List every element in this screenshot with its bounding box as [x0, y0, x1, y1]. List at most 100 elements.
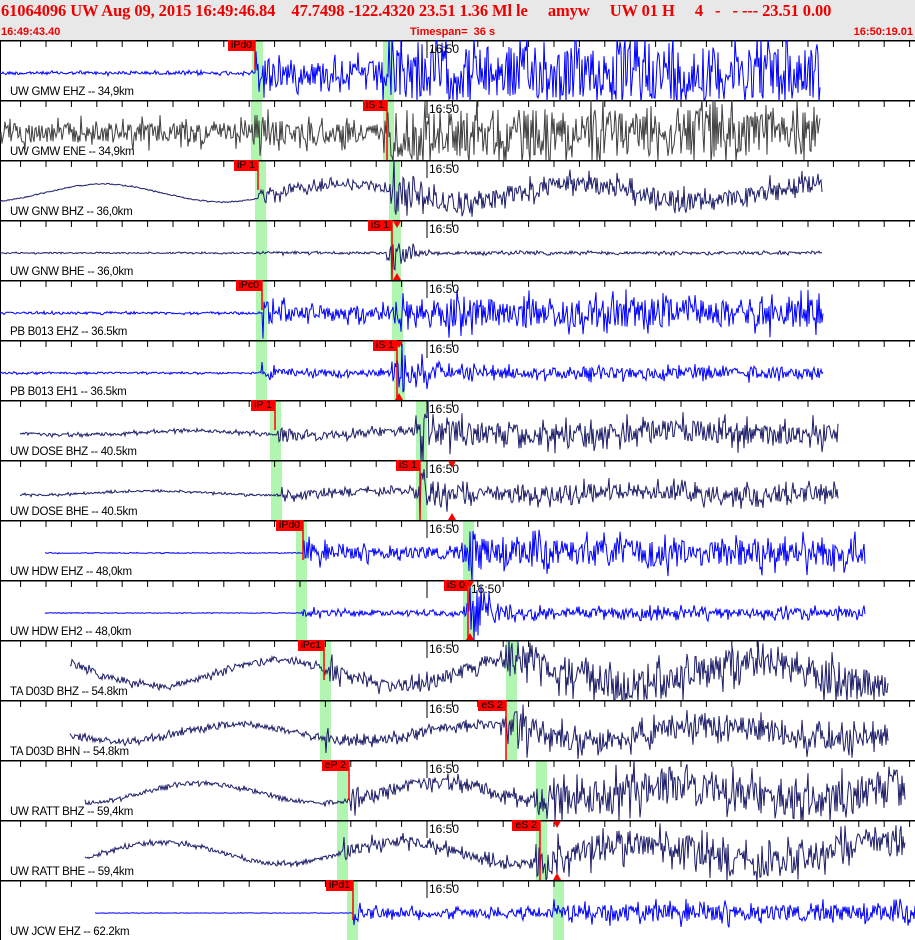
seismic-trace — [84, 760, 906, 820]
waveform-plot — [0, 520, 915, 580]
seismic-trace — [44, 580, 866, 640]
amplitude-marker-bottom-icon — [393, 273, 401, 280]
amplitude-marker-top-icon — [393, 221, 401, 228]
pick-window — [392, 280, 403, 340]
channel-row[interactable]: iP 1 16:50 UW GNW BHZ -- 36,0km — [0, 160, 915, 220]
pick-flag[interactable]: iS 1 — [395, 460, 420, 471]
pick-window — [296, 580, 307, 640]
channel-row[interactable]: eS 2 16:50 UW RATT BHE -- 59,4km — [0, 820, 915, 880]
channel-row[interactable]: eS 2 16:50 TA D03D BHN -- 54.8km — [0, 700, 915, 760]
pick-flag[interactable]: eS 2 — [512, 820, 540, 831]
channel-row[interactable]: iPc1 16:50 TA D03D BHZ -- 54.8km — [0, 640, 915, 700]
minute-tick-label: 16:50 — [429, 282, 460, 296]
seismic-trace — [94, 898, 915, 928]
channel-label: UW DOSE BHZ -- 40.5km — [10, 446, 137, 458]
channel-row[interactable]: iPd1 16:50 UW JCW EHZ -- 62.2km — [0, 880, 915, 940]
amplitude-marker-top-icon — [466, 581, 474, 588]
channel-row[interactable]: iPd0 16:50 UW HDW EHZ -- 48,0km — [0, 520, 915, 580]
waveform-plot — [0, 700, 915, 760]
waveform-plot — [0, 640, 915, 700]
waveform-plot — [0, 460, 915, 520]
channel-row[interactable]: iS 1 16:50 PB B013 EH1 -- 36.5km — [0, 340, 915, 400]
minute-tick-label: 16:50 — [429, 882, 460, 896]
pick-window — [320, 700, 331, 760]
seismic-trace — [19, 400, 839, 460]
pick-flag[interactable]: iPd0 — [227, 40, 255, 51]
minute-tick-label: 16:50 — [429, 762, 460, 776]
minute-tick-label: 16:50 — [471, 582, 502, 596]
minute-tick-label: 16:50 — [429, 642, 460, 656]
seismic-trace — [69, 640, 889, 700]
pick-window — [416, 460, 427, 520]
channel-label: UW RATT BHZ -- 59,4km — [10, 806, 133, 818]
seismic-trace — [0, 160, 823, 217]
channel-label: UW GMW EHZ -- 34,9km — [10, 86, 134, 98]
seismic-trace — [0, 343, 824, 393]
event-header: 61064096 UW Aug 09, 2015 16:49:46.84 47.… — [0, 0, 915, 40]
pick-window — [553, 880, 564, 940]
waveform-plot — [0, 400, 915, 460]
channel-label: UW GNW BHZ -- 36,0km — [10, 206, 133, 218]
waveform-plot — [0, 100, 915, 160]
channel-label: UW JCW EHZ -- 62.2km — [10, 926, 130, 938]
pick-window — [271, 460, 282, 520]
waveform-plot — [0, 160, 915, 220]
pick-flag[interactable]: iPd1 — [325, 880, 353, 891]
pick-window — [394, 340, 405, 400]
channel-row[interactable]: eP 2 16:50 UW RATT BHZ -- 59,4km — [0, 760, 915, 820]
waveform-plot — [0, 280, 915, 340]
pick-flag[interactable]: iPc0 — [235, 280, 262, 291]
seismic-trace — [0, 40, 821, 100]
minute-tick-label: 16:50 — [429, 342, 460, 356]
pick-flag[interactable]: iP 1 — [234, 160, 258, 171]
pick-window — [536, 820, 547, 880]
pick-flag[interactable]: iPc1 — [297, 640, 324, 651]
seismic-trace — [0, 243, 823, 280]
amplitude-marker-top-icon — [448, 461, 456, 468]
channel-label: TA D03D BHN -- 54.8km — [10, 746, 129, 758]
channel-row[interactable]: iS 1 16:50 UW GNW BHE -- 36,0km — [0, 220, 915, 280]
minute-tick-label: 16:50 — [429, 102, 460, 116]
amplitude-marker-bottom-icon — [466, 633, 474, 640]
channel-label: UW RATT BHE -- 59,4km — [10, 866, 134, 878]
pick-flag[interactable]: iS 0 — [443, 580, 468, 591]
minute-tick-label: 16:50 — [429, 162, 460, 176]
waveform-plot — [0, 760, 915, 820]
channel-row[interactable]: iPc0 16:50 PB B013 EHZ -- 36.5km — [0, 280, 915, 340]
seismic-trace — [19, 469, 839, 520]
channel-row[interactable]: iP 1 16:50 UW DOSE BHZ -- 40.5km — [0, 400, 915, 460]
channel-row[interactable]: iS 0 16:50 UW HDW EH2 -- 48,0km — [0, 580, 915, 640]
minute-tick-label: 16:50 — [429, 222, 460, 236]
channel-label: UW DOSE BHE -- 40.5km — [10, 506, 138, 518]
pick-flag[interactable]: eS 2 — [478, 700, 506, 711]
channel-row[interactable]: iS 1 16:50 UW GMW ENE -- 34,9km — [0, 100, 915, 160]
channel-row[interactable]: iPd0 16:50 UW GMW EHZ -- 34,9km — [0, 40, 915, 100]
amplitude-marker-top-icon — [553, 821, 561, 828]
pick-flag[interactable]: iS 1 — [362, 100, 387, 111]
minute-tick-label: 16:50 — [429, 462, 460, 476]
channel-row[interactable]: iS 1 16:50 UW DOSE BHE -- 40.5km — [0, 460, 915, 520]
pick-window — [255, 160, 266, 220]
amplitude-marker-bottom-icon — [553, 873, 561, 880]
pick-window — [256, 220, 267, 280]
seismic-trace — [44, 529, 866, 580]
amplitude-marker-bottom-icon — [448, 513, 456, 520]
pick-flag[interactable]: iP 1 — [251, 400, 275, 411]
pick-flag[interactable]: eP 2 — [321, 760, 349, 771]
minute-tick-label: 16:50 — [429, 522, 460, 536]
event-title: 61064096 UW Aug 09, 2015 16:49:46.84 47.… — [1, 1, 832, 20]
amplitude-marker-top-icon — [395, 341, 403, 348]
waveform-panel[interactable]: iPd0 16:50 UW GMW EHZ -- 34,9km iS 1 16:50 UW… — [0, 40, 915, 940]
waveform-plot — [0, 340, 915, 400]
pick-flag[interactable]: iPd0 — [275, 520, 303, 531]
waveform-plot — [0, 880, 915, 940]
seismic-trace — [84, 823, 906, 880]
pick-window — [416, 400, 427, 460]
channel-label: UW HDW EHZ -- 48,0km — [10, 566, 132, 578]
channel-label: TA D03D BHZ -- 54.8km — [10, 686, 128, 698]
seismic-trace — [0, 289, 824, 339]
pick-flag[interactable]: iS 1 — [367, 220, 392, 231]
end-time: 16:50:19.01 — [853, 26, 913, 38]
start-time: 16:49:43.40 — [1, 26, 61, 38]
pick-flag[interactable]: iS 1 — [372, 340, 397, 351]
